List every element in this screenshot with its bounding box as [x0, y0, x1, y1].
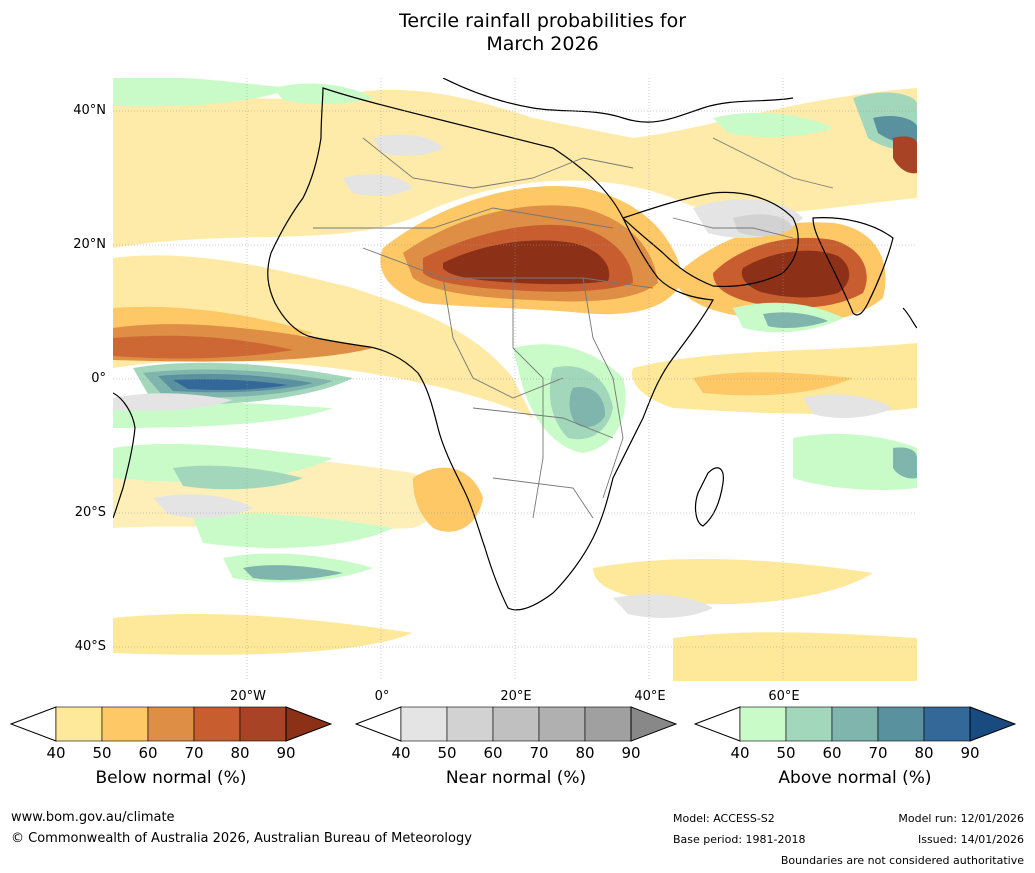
above-swatch-4 [923, 706, 971, 742]
above-tick-60: 60 [822, 744, 842, 762]
legend-title-below: Below normal (%) [95, 768, 247, 788]
colorbar-near [354, 706, 678, 742]
near-extend-high [630, 706, 678, 742]
lon-label-20w: 20°W [230, 689, 266, 704]
above-tick-40: 40 [730, 744, 750, 762]
title-line-1: Tercile rainfall probabilities for [398, 10, 687, 32]
below-tick-80: 80 [230, 744, 250, 762]
below-swatch-0 [55, 706, 103, 742]
above-swatch-1 [785, 706, 833, 742]
lon-label-40e: 40°E [634, 689, 666, 704]
below-swatch-3 [193, 706, 241, 742]
near-swatch-4 [584, 706, 632, 742]
lon-label-20e: 20°E [500, 689, 532, 704]
below-tick-70: 70 [184, 744, 204, 762]
below-extend-high [285, 706, 333, 742]
near-tick-80: 80 [575, 744, 595, 762]
legend-below-normal [9, 706, 333, 746]
lat-label-40n: 40°N [73, 103, 106, 118]
above-extend-high [969, 706, 1017, 742]
above-tick-70: 70 [868, 744, 888, 762]
lat-label-40s: 40°S [74, 639, 106, 654]
footer-boundaries: Boundaries are not considered authoritat… [780, 854, 1024, 867]
lat-label-0: 0° [91, 371, 106, 386]
legend-title-above: Above normal (%) [778, 768, 932, 788]
coastlines [113, 78, 917, 611]
below-tick-40: 40 [46, 744, 66, 762]
lat-label-20s: 20°S [74, 505, 106, 520]
legend-above-normal [693, 706, 1017, 746]
near-tick-60: 60 [483, 744, 503, 762]
near-tick-70: 70 [529, 744, 549, 762]
below-swatch-2 [147, 706, 195, 742]
below-tick-90: 90 [276, 744, 296, 762]
above-extend-low [693, 706, 741, 742]
below-swatch-4 [239, 706, 287, 742]
above-swatch-0 [739, 706, 787, 742]
footer-base-period: Base period: 1981-2018 [673, 833, 806, 846]
graticule [113, 78, 917, 681]
above-swatch-2 [831, 706, 879, 742]
near-tick-90: 90 [621, 744, 641, 762]
lon-label-0: 0° [374, 689, 390, 704]
near-swatch-2 [492, 706, 540, 742]
near-swatch-3 [538, 706, 586, 742]
rainfall-probability-map [113, 78, 917, 681]
map-canvas [113, 78, 917, 681]
rainfall-shading [113, 78, 917, 681]
below-tick-50: 50 [92, 744, 112, 762]
title-line-2: March 2026 [486, 33, 599, 55]
footer-model-run: Model run: 12/01/2026 [898, 812, 1024, 825]
footer-copyright: © Commonwealth of Australia 2026, Austra… [11, 831, 472, 846]
footer-model: Model: ACCESS-S2 [673, 812, 775, 825]
near-swatch-1 [446, 706, 494, 742]
legend-title-near: Near normal (%) [445, 768, 587, 788]
above-tick-50: 50 [776, 744, 796, 762]
colorbar-below [9, 706, 333, 742]
near-tick-40: 40 [391, 744, 411, 762]
lon-label-60e: 60°E [768, 689, 800, 704]
colorbar-above [693, 706, 1017, 742]
near-extend-low [354, 706, 402, 742]
near-swatch-0 [400, 706, 448, 742]
above-tick-90: 90 [960, 744, 980, 762]
above-tick-80: 80 [914, 744, 934, 762]
legend-near-normal [354, 706, 678, 746]
below-extend-low [9, 706, 57, 742]
above-swatch-3 [877, 706, 925, 742]
near-tick-50: 50 [437, 744, 457, 762]
footer-issued: Issued: 14/01/2026 [917, 833, 1024, 846]
footer-website: www.bom.gov.au/climate [11, 810, 175, 825]
country-borders [313, 137, 834, 519]
lat-label-20n: 20°N [73, 237, 106, 252]
below-tick-60: 60 [138, 744, 158, 762]
map-title: Tercile rainfall probabilities for March… [0, 10, 1035, 56]
below-swatch-1 [101, 706, 149, 742]
